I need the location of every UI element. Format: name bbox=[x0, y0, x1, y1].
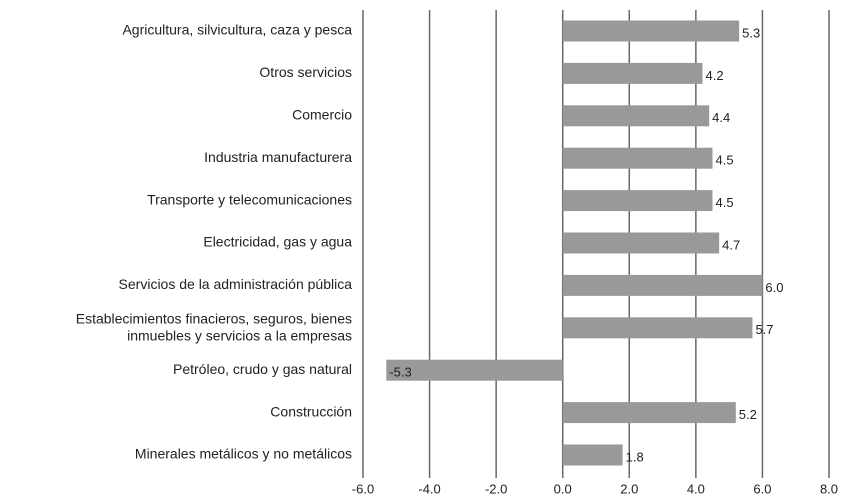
category-label: Comercio bbox=[292, 107, 352, 123]
x-tick-label: -4.0 bbox=[418, 481, 440, 496]
category-label: Electricidad, gas y agua bbox=[203, 234, 352, 250]
value-label: 5.3 bbox=[742, 25, 760, 40]
bar bbox=[562, 444, 623, 466]
category-label: Petróleo, crudo y gas natural bbox=[173, 361, 352, 377]
x-tick-label: 2.0 bbox=[620, 481, 638, 496]
value-label: 4.5 bbox=[716, 195, 734, 210]
bar bbox=[562, 402, 736, 424]
value-label: 1.8 bbox=[626, 449, 644, 464]
bar bbox=[562, 317, 753, 339]
value-label: 4.4 bbox=[712, 110, 730, 125]
value-label: 5.2 bbox=[739, 407, 757, 422]
bar bbox=[562, 232, 720, 254]
bar bbox=[562, 190, 713, 212]
bar bbox=[562, 147, 713, 169]
value-label: 4.2 bbox=[706, 68, 724, 83]
bar bbox=[562, 105, 710, 127]
x-tick-label: 8.0 bbox=[820, 481, 838, 496]
bar bbox=[562, 20, 740, 42]
value-label: 4.5 bbox=[716, 153, 734, 168]
bar bbox=[386, 359, 563, 381]
category-label: Construcción bbox=[270, 403, 352, 419]
category-label: Agricultura, silvicultura, caza y pesca bbox=[122, 22, 352, 38]
category-label: Servicios de la administración pública bbox=[119, 276, 353, 292]
bar bbox=[562, 274, 763, 296]
category-label: Transporte y telecomunicaciones bbox=[147, 191, 352, 207]
value-label: 6.0 bbox=[765, 280, 783, 295]
category-label: Otros servicios bbox=[259, 64, 352, 80]
value-label: 4.7 bbox=[722, 237, 740, 252]
value-label: -5.3 bbox=[389, 365, 411, 380]
value-label: 5.7 bbox=[755, 322, 773, 337]
category-label: Establecimientos finacieros, seguros, bi… bbox=[76, 310, 352, 343]
bar bbox=[562, 62, 703, 84]
x-tick-label: -6.0 bbox=[352, 481, 374, 496]
x-tick-label: -2.0 bbox=[485, 481, 507, 496]
x-tick-label: 4.0 bbox=[687, 481, 705, 496]
category-label: Industria manufacturera bbox=[204, 149, 352, 165]
x-tick-label: 0.0 bbox=[554, 481, 572, 496]
category-label: Minerales metálicos y no metálicos bbox=[135, 446, 352, 462]
x-tick-label: 6.0 bbox=[753, 481, 771, 496]
